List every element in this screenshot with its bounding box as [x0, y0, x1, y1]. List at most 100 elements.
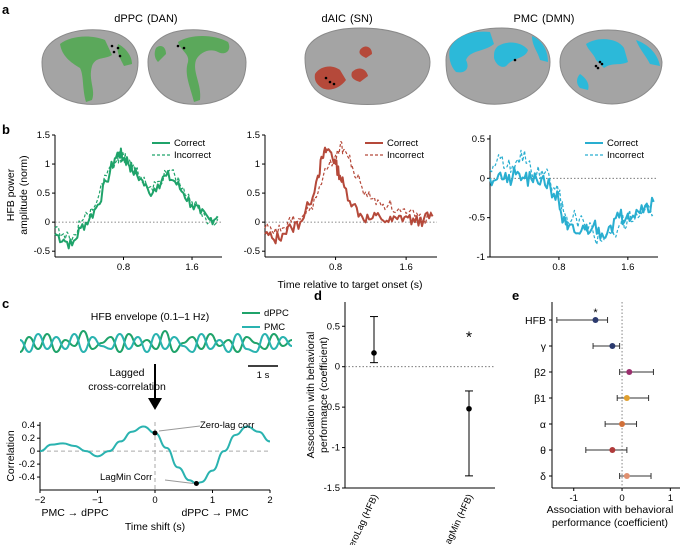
point-5: [609, 447, 616, 453]
y-tick-label: 0: [335, 362, 340, 373]
chart-c-envelope: [19, 329, 293, 354]
envelope-pmc-line: [19, 332, 293, 354]
y-tick-label: -1.5: [324, 483, 340, 494]
band-label: γ: [541, 341, 547, 353]
y-tick-label: 0: [255, 217, 260, 228]
c-env-title: HFB envelope (0.1–1 Hz): [91, 311, 209, 323]
y-tick-label: -0.5: [34, 246, 50, 257]
band-label: δ: [540, 471, 546, 483]
band-label: α: [540, 419, 546, 431]
chart-c-xcorr: -0.4 -0.2 0 0.2 0.4 −2 −1 0 1 2 Zero-lag corr LagMi…: [5, 420, 273, 533]
y-tick-label: 0.2: [22, 433, 35, 444]
point-3: [623, 395, 630, 401]
y-tick-label: -0.4: [19, 472, 35, 483]
panel-label-a: a: [2, 2, 10, 17]
y-tick-label: 0: [30, 446, 35, 457]
brain-pmc-right: [559, 29, 663, 105]
zero-lag-annotation: Zero-lag corr: [200, 420, 254, 431]
series-incorrect-line: [489, 149, 655, 245]
band-label: β1: [534, 393, 546, 405]
significance-star: *: [593, 307, 598, 319]
y-tick-label: 0: [480, 173, 485, 184]
x-tick-label: 0: [619, 493, 624, 504]
brain-title-dppc: dPPC (DAN): [114, 13, 177, 25]
x-tick-label: −2: [35, 495, 46, 506]
legend-incorrect-label: Incorrect: [174, 150, 211, 161]
band-label: HFB: [525, 315, 546, 327]
chart-e: -1 0 1 HFB * γ β2 β1 α θ δ Association with behavio…: [525, 302, 680, 529]
point-0: [592, 317, 599, 323]
envelope-dppc-line: [19, 329, 293, 354]
legend-incorrect-label: Incorrect: [387, 150, 424, 161]
point-2: [626, 369, 633, 375]
x-tick-label: 0: [152, 495, 157, 506]
point-6: [623, 473, 630, 479]
x-right-note: dPPC → PMC: [181, 507, 249, 519]
xcorr-xlabel: Time shift (s): [125, 521, 185, 533]
x-left-note: PMC → dPPC: [41, 507, 109, 519]
zero-lag-point: [152, 430, 158, 436]
x-tick-label: 1.6: [185, 262, 198, 273]
y-tick-label: 0.5: [472, 134, 485, 145]
b-xlabel: Time relative to target onset (s): [278, 279, 423, 291]
point-1: [609, 343, 616, 349]
series-incorrect-line: [264, 141, 434, 236]
panel-label-e: e: [512, 288, 519, 303]
y-tick-label: 0.5: [37, 188, 50, 199]
brain-name-pmc: PMC: [514, 13, 539, 25]
d-ylabel-line1: Association with behavioral: [305, 332, 317, 459]
x-tick-label: −1: [92, 495, 103, 506]
significance-star: *: [466, 329, 472, 346]
e-xlabel-line2: performance (coefficient): [552, 517, 668, 529]
brain-daic: [304, 27, 431, 105]
panel-label-c: c: [2, 296, 9, 311]
x-tick-label: 0.8: [552, 262, 565, 273]
point-lagmin: [466, 405, 472, 412]
band-label: θ: [540, 445, 546, 457]
y-tick-label: -0.5: [324, 402, 340, 413]
brain-net-pmc: (DMN): [542, 13, 574, 25]
y-tick-label: 1.5: [37, 130, 50, 141]
panel-label-b: b: [2, 122, 10, 137]
brain-dppc-left: [41, 29, 139, 105]
lagmin-annotation: LagMin Corr: [100, 472, 152, 483]
c-arrow-label-line2: cross-correlation: [88, 381, 166, 393]
point-zerolag: [371, 350, 377, 356]
y-tick-label: -0.2: [19, 459, 35, 470]
scalebar-label: 1 s: [257, 370, 270, 381]
band-label: β2: [534, 367, 546, 379]
brain-net-dppc: (DAN): [147, 13, 178, 25]
legend-pmc-label: PMC: [264, 322, 285, 333]
x-tick-label: 0.8: [117, 262, 130, 273]
point-4: [619, 421, 626, 427]
x-tick-label: 0.8: [329, 262, 342, 273]
y-tick-label: 1: [255, 159, 260, 170]
c-arrow-label-line1: Lagged: [109, 367, 144, 379]
category-label: LagMin (HFB): [441, 493, 476, 545]
y-tick-label: -0.5: [244, 246, 260, 257]
brain-net-daic: (SN): [350, 13, 373, 25]
legend-incorrect-label: Incorrect: [607, 150, 644, 161]
series-correct-line: [54, 147, 219, 250]
xcorr-ylabel: Correlation: [5, 430, 17, 482]
y-tick-label: -0.5: [469, 213, 485, 224]
brain-pmc-left: [445, 27, 551, 105]
panel-label-d: d: [314, 288, 322, 303]
series-incorrect-line: [54, 151, 219, 243]
b-ylabel-line2: amplitude (norm): [18, 155, 30, 234]
x-tick-label: 1.6: [400, 262, 413, 273]
legend-correct-label: Correct: [174, 138, 206, 149]
brain-dppc-right: [147, 29, 247, 105]
x-tick-label: 1.6: [621, 262, 634, 273]
legend-correct-label: Correct: [607, 138, 639, 149]
y-tick-label: 0.4: [22, 420, 35, 431]
brain-name-daic: dAIC: [322, 13, 347, 25]
y-tick-label: 0: [45, 217, 50, 228]
y-tick-label: 1.5: [247, 130, 260, 141]
y-tick-label: -1: [477, 252, 485, 263]
series-correct-line: [489, 166, 655, 240]
b-ylabel-line1: HFB power: [5, 168, 17, 221]
